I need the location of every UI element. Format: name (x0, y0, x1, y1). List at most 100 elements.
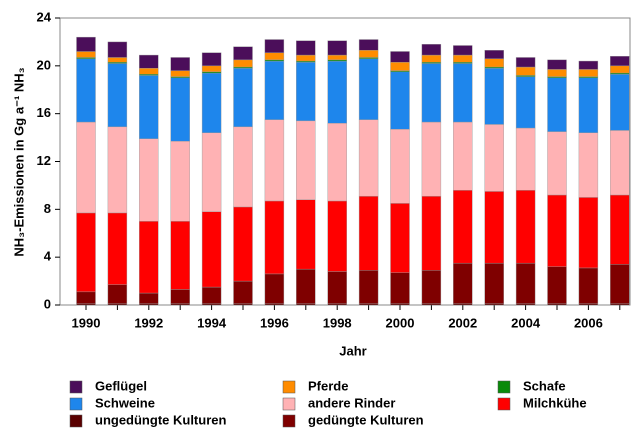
bar-segment (421, 121, 442, 197)
bar-segment (201, 72, 222, 133)
bar-segment (201, 211, 222, 288)
bar-segment (201, 132, 222, 212)
x-tick-label: 1990 (72, 315, 101, 330)
bar-segment (296, 199, 316, 270)
y-tick-label: 4 (44, 249, 52, 264)
bar-segment (610, 194, 630, 265)
bar-segment (76, 51, 96, 58)
bar-segment (139, 54, 159, 69)
bar-segment (233, 126, 253, 208)
x-tick-label: 2004 (511, 315, 541, 330)
bar-segment (578, 60, 599, 70)
bar-segment (610, 74, 630, 131)
legend-swatch (497, 397, 511, 411)
bar-segment (358, 39, 379, 51)
bar-segment (296, 268, 316, 305)
bar-segment (264, 60, 285, 120)
bar-segment (421, 270, 442, 305)
bar-segment (170, 289, 190, 305)
x-tick-label: 1996 (260, 315, 289, 330)
bar-segment (610, 130, 630, 196)
y-tick-label: 12 (37, 153, 51, 168)
bar-segment (76, 212, 96, 293)
x-tick-label: 2002 (448, 315, 477, 330)
bar-segment (327, 200, 347, 272)
legend-label: Geflügel (95, 378, 147, 393)
bar-segment (327, 271, 347, 305)
bar-segment (610, 264, 630, 305)
bar-segment (358, 58, 379, 120)
bar-segment (358, 119, 379, 197)
bar-segment (296, 40, 316, 56)
bar-segment (547, 59, 567, 70)
bar-segment (107, 41, 128, 58)
bar-segment (578, 267, 599, 305)
bar-segment (515, 57, 536, 68)
bar-segment (421, 195, 442, 271)
bar-segment (76, 121, 96, 214)
y-axis-label: NH₃-Emissionen in Gg a⁻¹ NH₃ (11, 67, 26, 256)
bar-segment (296, 120, 316, 200)
legend-swatch (69, 414, 83, 428)
legend-swatch (69, 380, 83, 394)
bar-segment (453, 121, 473, 191)
bar-segment (107, 57, 128, 63)
bar-segment (139, 221, 159, 294)
bar-segment (76, 36, 96, 52)
bar-segment (76, 58, 96, 123)
bar-segment (421, 54, 442, 63)
bar-segment (327, 60, 347, 124)
x-tick-label: 1992 (134, 315, 163, 330)
bar-segment (264, 200, 285, 275)
bar-segment (390, 129, 410, 204)
bar-segment (484, 124, 504, 192)
bar-segment (453, 45, 473, 56)
bar-segment (296, 62, 316, 122)
bar-segment (170, 77, 190, 142)
bar-segment (390, 203, 410, 273)
bar-segment (547, 194, 567, 267)
bar-segment (201, 65, 222, 73)
x-axis-label: Jahr (339, 343, 366, 358)
bar-segment (264, 39, 285, 53)
bar-segment (107, 63, 128, 128)
bar-segment (264, 119, 285, 202)
bar-segment (515, 76, 536, 129)
bar-segment (139, 292, 159, 305)
y-tick-label: 20 (37, 57, 51, 72)
bar-segment (170, 57, 190, 71)
x-tick-label: 2006 (574, 315, 603, 330)
bar-segment (139, 68, 159, 75)
bar-segment (515, 262, 536, 305)
legend-swatch (282, 380, 296, 394)
bar-segment (233, 68, 253, 128)
y-tick-label: 8 (44, 201, 51, 216)
x-tick-label: 2000 (386, 315, 415, 330)
bar-segment (233, 59, 253, 68)
bar-segment (139, 138, 159, 222)
bar-segment (107, 126, 128, 214)
legend-label: Pferde (308, 378, 348, 393)
legend-swatch (282, 397, 296, 411)
bar-segment (264, 52, 285, 61)
bar-segment (610, 65, 630, 74)
bar-segment (296, 54, 316, 62)
bar-segment (484, 68, 504, 125)
bar-segment (421, 63, 442, 123)
bar-segment (453, 54, 473, 63)
bar-segment (547, 266, 567, 305)
bar-segment (107, 284, 128, 305)
y-tick-label: 16 (37, 105, 51, 120)
bar-segment (327, 40, 347, 56)
bar-segment (515, 66, 536, 76)
bar-segment (233, 206, 253, 282)
bar-segment (201, 52, 222, 67)
x-tick-label: 1998 (323, 315, 352, 330)
bar-segment (76, 291, 96, 305)
x-tick-label: 1994 (197, 315, 227, 330)
bar-segment (453, 63, 473, 123)
legend-swatch (69, 397, 83, 411)
bar-segment (547, 77, 567, 132)
bar-segment (390, 272, 410, 305)
bar-segment (547, 69, 567, 77)
